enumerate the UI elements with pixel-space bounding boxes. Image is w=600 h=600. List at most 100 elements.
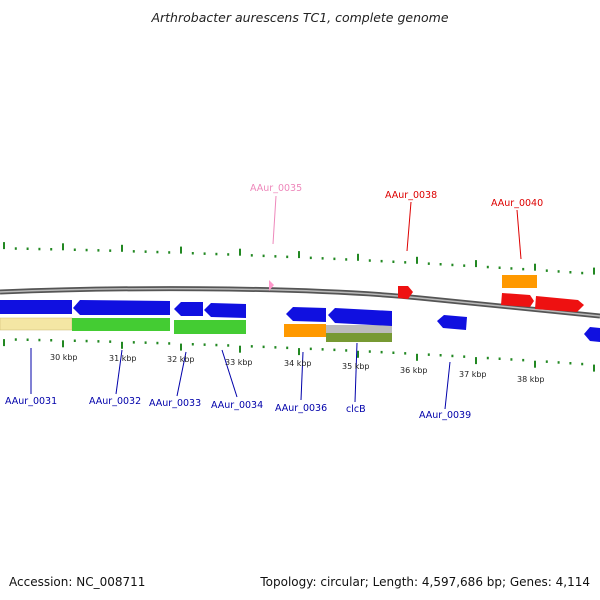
label-aaur-0031[interactable]: AAur_0031	[5, 396, 57, 407]
major-tick	[239, 345, 241, 353]
label-aaur-0032[interactable]: AAur_0032	[89, 396, 141, 407]
scale-label: 33 kbp	[225, 358, 253, 367]
minor-tick	[38, 247, 41, 251]
label-aaur-0038[interactable]: AAur_0038	[385, 190, 437, 201]
gene-features	[0, 275, 600, 342]
minor-tick	[26, 247, 29, 250]
topology-text: Topology: circular; Length: 4,597,686 bp…	[260, 575, 590, 589]
minor-tick	[463, 355, 466, 358]
major-tick	[416, 353, 418, 361]
minor-tick	[168, 342, 171, 345]
major-tick	[416, 256, 418, 264]
minor-tick	[203, 343, 206, 346]
minor-tick	[522, 267, 525, 271]
label-aaur-0036[interactable]: AAur_0036	[275, 403, 327, 414]
minor-tick	[569, 271, 572, 274]
scale-label: 30 kbp	[50, 353, 78, 362]
major-tick	[475, 260, 477, 268]
label-aaur-0040[interactable]: AAur_0040	[491, 198, 543, 209]
minor-tick	[498, 266, 501, 269]
minor-tick	[451, 263, 454, 267]
gene-aaur-0036[interactable]	[286, 307, 326, 322]
minor-tick	[50, 248, 53, 251]
scale-label: 36 kbp	[400, 366, 428, 375]
scale-labels: 30 kbp 31 kbp 32 kbp 33 kbp 34 kbp 35 kb…	[50, 353, 545, 384]
major-tick	[593, 364, 595, 372]
minor-tick	[545, 269, 548, 272]
gene-aaur-0032[interactable]	[73, 300, 170, 315]
minor-tick	[144, 341, 147, 344]
gene-red-right[interactable]	[535, 296, 584, 312]
major-tick	[475, 357, 477, 365]
label-aaur-0035[interactable]: AAur_0035	[250, 183, 302, 194]
minor-tick	[132, 341, 135, 344]
gene-aaur-0039[interactable]	[437, 315, 467, 330]
minor-tick	[439, 263, 442, 266]
minor-tick	[14, 338, 17, 341]
gene-orange-upper[interactable]	[502, 275, 537, 288]
minor-tick	[191, 343, 194, 346]
minor-tick	[427, 262, 430, 265]
minor-tick	[392, 351, 395, 354]
lower-tick-track	[3, 338, 595, 372]
gene-aaur-0031[interactable]	[0, 300, 72, 314]
gene-band-yellow[interactable]	[0, 317, 73, 331]
gene-band-green-1[interactable]	[72, 318, 170, 331]
major-tick	[3, 339, 5, 347]
minor-tick	[274, 346, 277, 349]
minor-tick	[50, 339, 53, 342]
gene-aaur-0035[interactable]	[269, 280, 274, 291]
major-tick	[62, 340, 64, 348]
gene-aaur-0033[interactable]	[174, 302, 203, 316]
major-tick	[298, 348, 300, 356]
label-aaur-0034[interactable]: AAur_0034	[211, 400, 263, 411]
minor-tick	[380, 259, 383, 263]
minor-tick	[427, 353, 430, 356]
minor-tick	[321, 257, 324, 260]
gene-band-green-2[interactable]	[174, 320, 246, 334]
minor-tick	[144, 250, 147, 253]
minor-tick	[522, 358, 525, 362]
major-tick	[180, 343, 182, 351]
minor-tick	[463, 264, 466, 267]
minor-tick	[321, 348, 324, 351]
label-aaur-0033[interactable]: AAur_0033	[149, 398, 201, 409]
gene-band-olive[interactable]	[326, 333, 392, 342]
gene-aaur-0038[interactable]	[398, 286, 413, 299]
scale-label: 38 kbp	[517, 375, 545, 384]
major-tick	[62, 243, 64, 251]
gene-aaur-0040[interactable]	[501, 293, 534, 307]
major-tick	[357, 350, 359, 358]
minor-tick	[262, 254, 265, 258]
gene-band-orange-1[interactable]	[284, 324, 326, 337]
minor-tick	[309, 347, 312, 351]
minor-tick	[309, 256, 312, 260]
major-tick	[3, 242, 5, 250]
label-aaur-0039[interactable]: AAur_0039	[419, 410, 471, 421]
minor-tick	[286, 346, 289, 350]
gene-clcb[interactable]	[328, 308, 392, 326]
minor-tick	[392, 260, 395, 263]
minor-tick	[510, 358, 513, 361]
genome-backbone-highlight	[0, 287, 600, 317]
major-tick	[121, 341, 123, 349]
minor-tick	[85, 339, 88, 343]
minor-tick	[109, 340, 112, 343]
minor-tick	[73, 339, 76, 342]
label-clcb[interactable]: clcB	[346, 404, 366, 415]
minor-tick	[333, 348, 336, 352]
scale-label: 34 kbp	[284, 359, 312, 368]
gene-edge-blue[interactable]	[584, 327, 600, 342]
minor-tick	[38, 338, 41, 342]
major-tick	[534, 263, 536, 271]
minor-tick	[368, 350, 371, 353]
minor-tick	[569, 362, 572, 365]
major-tick	[298, 251, 300, 259]
gene-aaur-0034[interactable]	[204, 303, 246, 318]
scale-label: 31 kbp	[109, 354, 137, 363]
gene-band-gray[interactable]	[326, 325, 392, 333]
minor-tick	[215, 343, 218, 347]
minor-tick	[156, 341, 159, 345]
minor-tick	[581, 362, 584, 366]
